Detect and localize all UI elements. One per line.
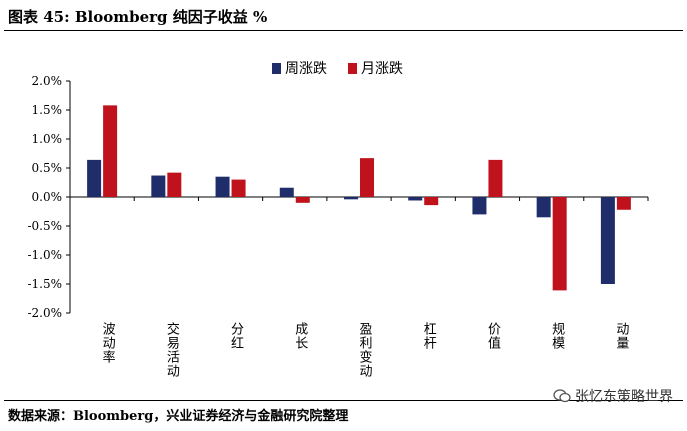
bar-monthly [424, 197, 439, 206]
bar-monthly [488, 159, 503, 197]
legend-swatch [348, 63, 357, 74]
y-tick-label: -0.5% [27, 219, 62, 233]
watermark: 张忆东策略世界 [553, 386, 673, 406]
bar-monthly [616, 197, 631, 210]
x-category-label: 杠杆 [421, 321, 437, 350]
watermark-text: 张忆东策略世界 [575, 389, 673, 405]
y-tick-label: -1.0% [27, 248, 62, 262]
bar-monthly [295, 197, 310, 203]
y-tick-label: 1.5% [32, 103, 63, 117]
y-tick-label: 1.0% [32, 132, 63, 146]
bar-monthly [552, 197, 567, 291]
x-category-label: 波动率 [100, 322, 116, 364]
bar-monthly [360, 158, 374, 197]
bar-weekly [215, 176, 230, 197]
wechat-icon [553, 389, 571, 403]
bar-weekly [472, 197, 487, 215]
title-divider [4, 30, 683, 31]
legend-label: 周涨跌 [285, 61, 327, 77]
y-tick-label: 0.0% [32, 190, 63, 204]
y-tick-label: 0.5% [32, 161, 63, 175]
bar-monthly [103, 105, 118, 197]
x-category-label: 盈利变动 [357, 322, 373, 378]
bar-weekly [87, 159, 102, 197]
x-category-label: 分红 [228, 322, 244, 350]
y-tick-label: 2.0% [32, 74, 63, 88]
y-tick-label: -1.5% [27, 277, 62, 291]
bar-weekly [344, 197, 358, 200]
footer-divider [4, 400, 683, 401]
legend-label: 月涨跌 [361, 61, 403, 77]
page-title: 图表 45: Bloomberg 纯因子收益 % [8, 8, 268, 26]
bar-weekly [536, 197, 551, 218]
x-category-label: 动量 [613, 322, 629, 350]
x-category-label: 规模 [549, 322, 565, 350]
x-category-label: 价值 [485, 322, 501, 350]
bar-monthly [231, 179, 246, 197]
bar-weekly [279, 187, 294, 197]
legend-swatch [272, 63, 281, 74]
x-category-label: 成长 [292, 322, 308, 350]
bar-weekly [408, 197, 423, 201]
bar-weekly [600, 197, 615, 284]
y-tick-label: -2.0% [27, 306, 62, 320]
source-note: 数据来源：Bloomberg，兴业证券经济与金融研究院整理 [8, 409, 349, 424]
bar-monthly [167, 172, 182, 197]
x-category-label: 交易活动 [164, 321, 180, 378]
bar-weekly [151, 175, 166, 197]
bar-chart: 2.0% 1.5% 1.0% 0.5% 0.0% -0.5% -1.0% -1.5% -2.0%… [27, 61, 649, 378]
